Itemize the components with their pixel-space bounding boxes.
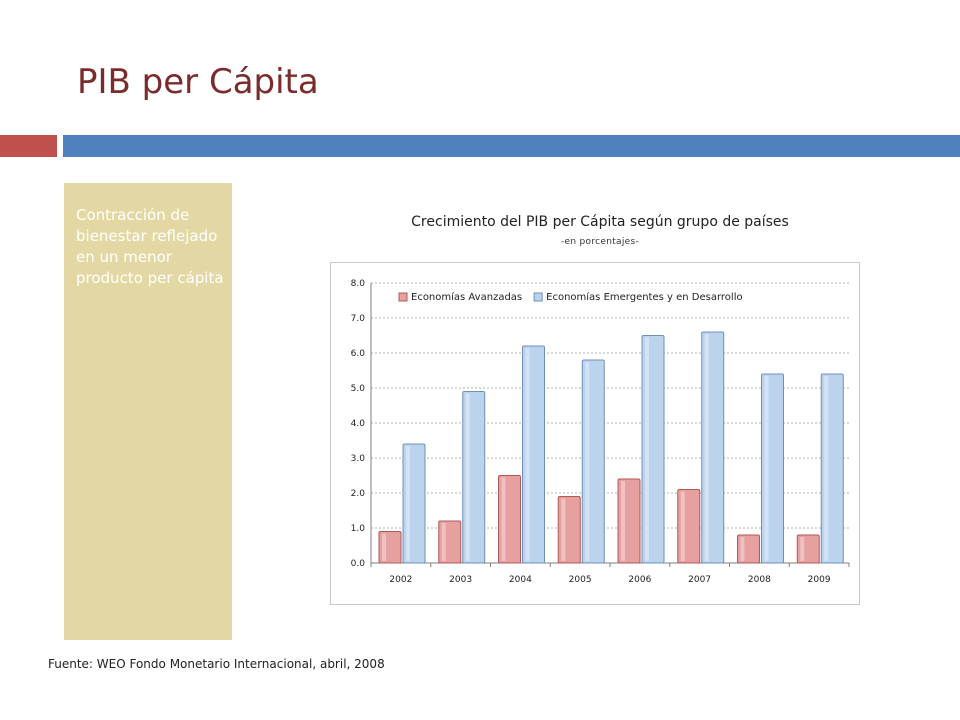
bar-highlight [441, 523, 446, 561]
chart-title: Crecimiento del PIB per Cápita según gru… [411, 214, 789, 230]
bar-economias-emergentes [462, 391, 486, 564]
chart-subtitle: -en porcentajes- [560, 237, 640, 247]
legend-swatch [533, 292, 543, 302]
bar-economias-avanzadas [677, 489, 701, 564]
x-tick-label: 2009 [808, 575, 831, 585]
bar-chart: 0.0 1.0 2.0 3.0 4.0 5.0 6.0 7.0 8.0 2002 2003 2004 2… [351, 279, 850, 585]
legend-swatch [398, 292, 408, 302]
y-tick-label: 0.0 [351, 559, 366, 569]
bar-highlight [800, 537, 805, 561]
y-tick-label: 3.0 [351, 454, 366, 464]
bar-economias-emergentes [522, 345, 545, 564]
accent-bar-right [63, 135, 960, 157]
bar-highlight [740, 537, 745, 561]
bar-highlight [704, 334, 709, 561]
legend-label: Economías Emergentes y en Desarrollo [546, 291, 742, 303]
chart-area: 0.0 1.0 2.0 3.0 4.0 5.0 6.0 7.0 8.0 2002 2003 2004 2… [330, 262, 860, 605]
y-tick-label: 2.0 [351, 489, 366, 499]
bar-highlight [561, 498, 566, 561]
x-tick-label: 2006 [628, 575, 651, 585]
bar-economias-emergentes [761, 373, 784, 564]
y-tick-label: 5.0 [351, 384, 366, 394]
bar-highlight [382, 533, 386, 561]
slide-title: PIB per Cápita [77, 62, 319, 102]
bar-highlight [645, 337, 649, 561]
x-tick-label: 2007 [688, 575, 711, 585]
bar-highlight [824, 376, 829, 561]
side-panel-text: Contracción de bienestar reflejado en un… [76, 206, 224, 287]
y-tick-label: 4.0 [351, 419, 366, 429]
y-tick-label: 7.0 [351, 314, 366, 324]
y-tick-label: 1.0 [351, 524, 366, 534]
bar-economias-avanzadas [617, 478, 641, 564]
bar-economias-avanzadas [796, 534, 820, 564]
bar-highlight [501, 477, 506, 561]
bar-highlight [764, 376, 769, 561]
bar-economias-emergentes [701, 331, 725, 564]
side-panel: Contracción de bienestar reflejado en un… [64, 183, 232, 640]
x-tick-label: 2002 [389, 575, 412, 585]
bar-highlight [680, 491, 685, 561]
legend-label: Economías Avanzadas [411, 291, 522, 303]
x-tick-label: 2005 [569, 575, 592, 585]
bar-highlight [525, 348, 530, 561]
bar-economias-emergentes [581, 359, 605, 564]
bar-highlight [406, 446, 410, 561]
bar-economias-avanzadas [498, 475, 521, 564]
bar-highlight [585, 362, 590, 561]
x-tick-label: 2004 [509, 575, 532, 585]
bar-economias-avanzadas [378, 531, 402, 564]
bar-economias-emergentes [820, 373, 844, 564]
bar-economias-avanzadas [438, 520, 462, 564]
bar-economias-emergentes [641, 335, 665, 564]
x-tick-label: 2008 [748, 575, 771, 585]
y-tick-label: 6.0 [351, 349, 366, 359]
bars-layer [378, 331, 844, 564]
legend: Economías Avanzadas Economías Emergentes … [398, 291, 743, 303]
accent-bar-left [0, 135, 57, 157]
bar-economias-avanzadas [557, 496, 581, 564]
bar-economias-avanzadas [737, 534, 760, 564]
x-tick-label: 2003 [449, 575, 472, 585]
bar-highlight [465, 393, 470, 561]
y-tick-label: 8.0 [351, 279, 366, 289]
bar-highlight [621, 481, 625, 561]
source-note: Fuente: WEO Fondo Monetario Internaciona… [48, 657, 385, 671]
bar-economias-emergentes [402, 443, 426, 564]
